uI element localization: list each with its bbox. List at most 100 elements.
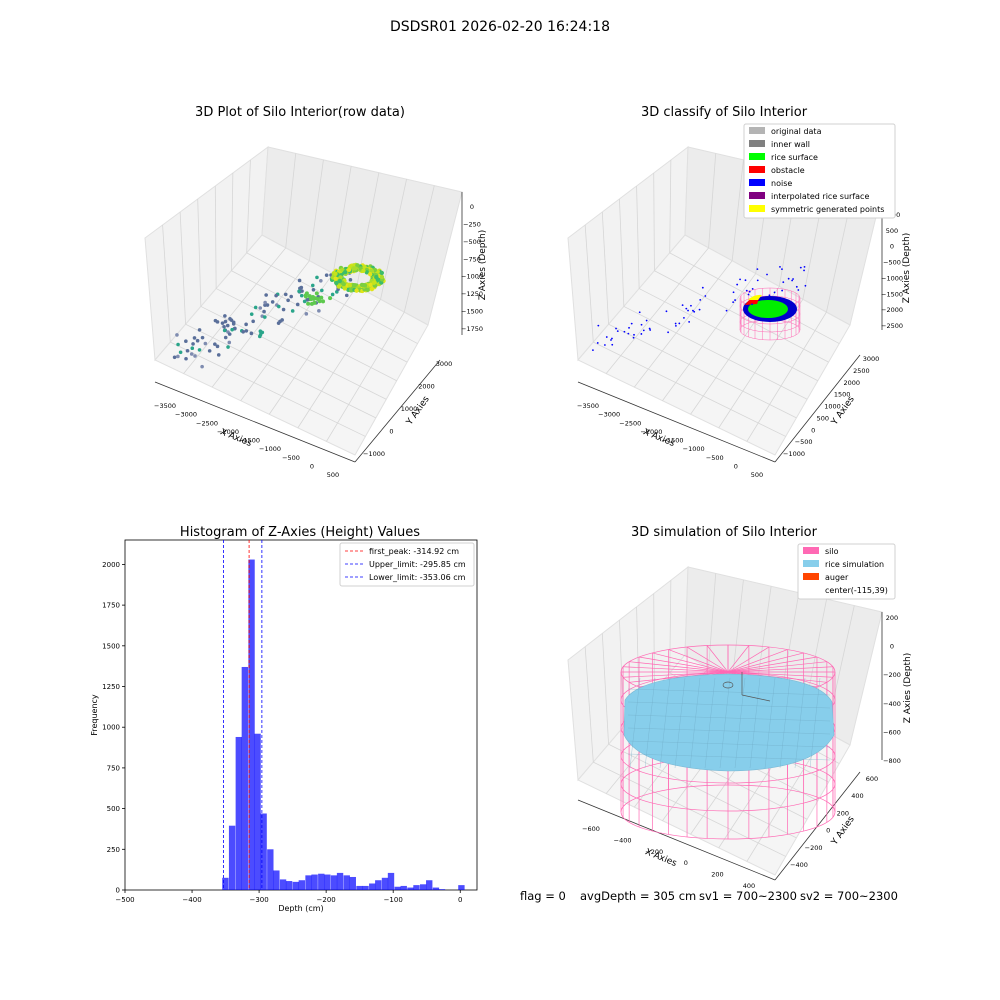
raw-data-point — [193, 354, 197, 358]
raw-surface-point — [379, 274, 385, 280]
y-tick-label: 1500 — [102, 642, 120, 650]
noise-point — [642, 329, 645, 332]
noise-point — [665, 310, 668, 313]
panel4-legend: silo rice simulation auger center(-115,39) — [797, 543, 896, 600]
raw-data-point — [283, 292, 288, 297]
noise-point — [725, 309, 728, 312]
p4-x-tick-label: −400 — [614, 836, 632, 844]
panel3-ylabel: Frequency — [90, 694, 99, 736]
raw-data-point — [228, 316, 232, 321]
noise-point — [766, 273, 768, 276]
rice-mesh-line — [627, 688, 831, 696]
noise-point — [616, 330, 619, 333]
legend-swatch — [749, 127, 765, 134]
legend-label: first_peak: -314.92 cm — [369, 547, 459, 556]
noise-point — [795, 285, 798, 288]
p1-z-tick-label: −250 — [463, 220, 481, 228]
raw-data-point — [197, 328, 202, 332]
noise-point — [699, 298, 702, 301]
panel2-ylabel: Y Axies — [829, 394, 857, 427]
rice-mesh-line — [627, 753, 831, 761]
histogram-bar — [292, 881, 299, 890]
noise-point — [739, 278, 741, 281]
histogram-bar — [420, 884, 427, 890]
noise-point — [605, 336, 608, 338]
raw-data-point — [200, 335, 205, 340]
raw-data-point — [184, 339, 188, 343]
x-tick-label: −200 — [317, 896, 336, 904]
p1-z-tick-label: 0 — [470, 203, 474, 211]
panel4-legend-box — [797, 543, 896, 600]
y-tick-label: 1750 — [102, 602, 120, 610]
raw-data-point — [184, 356, 188, 361]
silo-wire-spoke — [727, 652, 804, 673]
noise-point — [768, 294, 771, 297]
raw-surface-point — [342, 285, 347, 290]
silo-wire-spoke — [727, 649, 788, 673]
raw-data-point — [227, 340, 232, 345]
panel-classify-3d: 3D classify of Silo Interior −3500−3000−… — [567, 105, 912, 479]
p2-z-tick-label: −500 — [883, 259, 901, 267]
silo-wire-spoke — [629, 671, 729, 683]
panel2-noise-points — [592, 265, 807, 352]
raw-data-point — [178, 350, 183, 355]
panel-raw-data-3d: 3D Plot of Silo Interior(row data) −3500… — [144, 105, 488, 479]
raw-surface-point — [338, 275, 343, 280]
raw-data-point — [317, 309, 321, 313]
noise-point — [640, 333, 643, 335]
raw-surface-point — [319, 295, 324, 300]
silo-wire-spoke — [629, 661, 729, 673]
histogram-bar — [235, 736, 242, 890]
noise-point — [592, 349, 594, 352]
p2-z-tick-label: −1000 — [881, 274, 903, 282]
raw-data-point — [230, 327, 234, 332]
noise-point — [745, 289, 748, 292]
histogram-bar — [273, 870, 280, 890]
p2-x-tick-label: −2000 — [640, 428, 662, 436]
histogram-bar — [285, 881, 293, 890]
p4-x-tick-label: 200 — [711, 871, 723, 879]
raw-surface-point — [374, 274, 379, 280]
raw-data-point — [324, 273, 329, 277]
raw-data-point — [195, 338, 200, 343]
raw-data-point — [213, 342, 217, 346]
rice-mesh-line — [704, 677, 716, 769]
noise-point — [649, 329, 652, 331]
raw-data-point — [276, 304, 281, 309]
raw-data-point — [253, 305, 258, 310]
noise-point — [681, 304, 684, 307]
legend-swatch — [803, 573, 819, 580]
silo-wire-spoke — [623, 671, 729, 678]
p2-x-tick-label: −3000 — [598, 411, 620, 419]
panel3-reference-lines — [223, 540, 263, 890]
noise-point — [781, 268, 783, 271]
noise-point — [674, 322, 677, 325]
noise-point — [648, 327, 651, 330]
raw-data-point — [216, 353, 221, 357]
panel1-z-ticks: 0 −250 −500 −750 −1000 −1250 −1500 −1750 — [461, 203, 483, 333]
noise-point — [627, 332, 630, 335]
noise-point — [732, 301, 735, 303]
histogram-bar — [311, 874, 318, 890]
histogram-bar — [336, 872, 344, 890]
p2-y-tick-label: 500 — [817, 414, 829, 422]
raw-data-point — [262, 309, 266, 314]
noise-point — [736, 283, 739, 286]
p1-x-tick-label: −3500 — [154, 402, 176, 410]
p2-x-tick-label: −1000 — [683, 445, 705, 453]
histogram-bar — [362, 885, 369, 890]
p2-y-tick-label: 1000 — [824, 403, 841, 411]
raw-data-point — [258, 332, 263, 337]
noise-point — [693, 310, 696, 313]
silo-wire-spoke — [727, 645, 750, 673]
p4-x-tick-label: 0 — [684, 859, 688, 867]
noise-point — [685, 307, 688, 310]
noise-point — [688, 321, 691, 323]
raw-data-point — [270, 300, 275, 304]
noise-point — [678, 322, 681, 325]
panel2-legend-box — [743, 123, 896, 219]
panel4-z-ticks: 200 0 −200 −400 −600 −800 — [883, 614, 901, 765]
p1-y-tick-label: 1000 — [401, 405, 418, 413]
raw-data-point — [223, 335, 228, 340]
raw-surface-point — [314, 291, 319, 296]
